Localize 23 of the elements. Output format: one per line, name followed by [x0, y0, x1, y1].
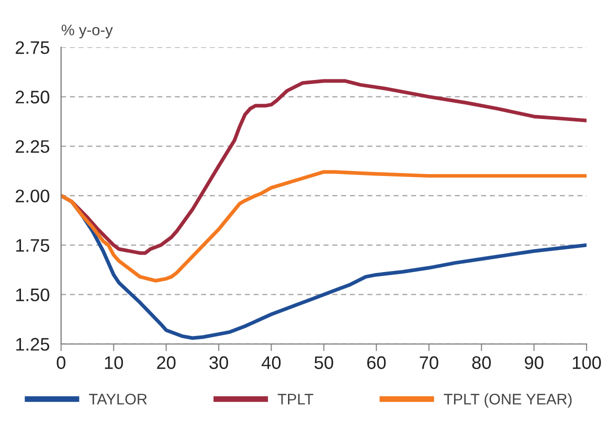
- y-tick-label: 1.25: [16, 338, 50, 351]
- x-tick-label: 50: [314, 356, 334, 370]
- x-tick-label: 60: [367, 356, 386, 370]
- y-tick-label: 2.75: [16, 41, 50, 54]
- x-tick-label: 40: [262, 356, 281, 370]
- x-tick-label: 10: [104, 356, 123, 370]
- x-tick-label: 20: [157, 356, 176, 370]
- x-tick-label: 80: [472, 356, 491, 370]
- x-tick-label: 90: [524, 356, 544, 370]
- legend-label: TAYLOR: [89, 394, 147, 405]
- line-series: [61, 170, 587, 283]
- x-tick-label: 0: [56, 356, 66, 370]
- y-axis-title: % y-o-y: [62, 24, 113, 38]
- y-tick-label: 2.50: [16, 90, 50, 104]
- legend-label: TPLT: [278, 394, 314, 404]
- x-tick-label: 30: [209, 356, 228, 370]
- legend-label: TPLT (ONE YEAR): [444, 393, 572, 408]
- x-tick-label: 70: [420, 356, 438, 370]
- x-tick-label: 100: [572, 356, 601, 370]
- y-tick-label: 2.25: [16, 140, 50, 153]
- y-tick-label: 1.75: [16, 239, 50, 252]
- y-tick-label: 1.50: [16, 288, 50, 302]
- y-tick-label: 2.00: [16, 190, 50, 202]
